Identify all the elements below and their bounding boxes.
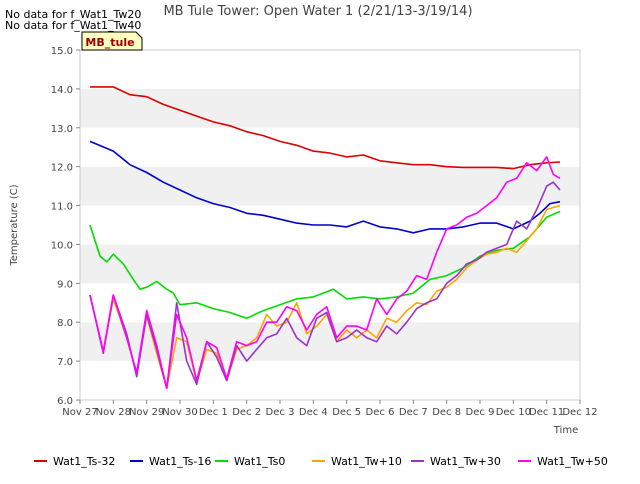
y-tick-label: 13.0	[51, 124, 73, 135]
x-tick-label: Dec 12	[562, 407, 597, 418]
x-tick-label: Dec 4	[299, 407, 328, 418]
series-line-wat1-ts-16	[89, 140, 561, 234]
legend-label: Wat1_Ts0	[234, 455, 285, 468]
chart-title: MB Tule Tower: Open Water 1 (2/21/13-3/1…	[163, 4, 472, 19]
plot-area	[79, 49, 581, 401]
x-tick-label: Dec 9	[466, 407, 495, 418]
y-tick-label: 14.0	[51, 85, 73, 96]
x-tick-label: Dec 2	[232, 407, 261, 418]
y-tick-label: 7.0	[57, 357, 73, 368]
y-tick-label: 15.0	[51, 46, 73, 57]
x-axis-label: Time	[553, 425, 578, 436]
legend: Wat1_Ts-32 Wat1_Ts-16 Wat1_Ts0 Wat1_Tw+10 Wa…	[34, 455, 608, 468]
no-data-note-2: No data for f_Wat1_Tw40	[5, 19, 141, 32]
x-tick-label: Dec 3	[266, 407, 295, 418]
y-tick-label: 12.0	[51, 163, 73, 174]
x-tick-label: Nov 27	[62, 407, 97, 418]
x-tick-label: Dec 10	[496, 407, 531, 418]
no-data-note-1: No data for f_Wat1_Tw20	[5, 8, 141, 21]
x-tick-label: Dec 7	[399, 407, 428, 418]
grid-band	[80, 361, 580, 400]
grid-band	[80, 50, 580, 89]
x-tick-label: Dec 8	[432, 407, 461, 418]
series-line-wat1-ts-32	[90, 86, 561, 170]
legend-label: Wat1_Tw+10	[331, 455, 402, 468]
y-axis-label: Temperature (C)	[9, 184, 20, 266]
site-badge-label: MB_tule	[85, 36, 134, 49]
x-tick-label: Dec 1	[199, 407, 228, 418]
series-line-wat1-tw-30	[89, 181, 561, 390]
legend-label: Wat1_Ts-16	[149, 455, 211, 468]
legend-label: Wat1_Ts-32	[53, 455, 115, 468]
site-badge: MB_tule	[81, 31, 143, 51]
y-tick-label: 8.0	[57, 318, 73, 329]
x-tick-label: Nov 30	[162, 407, 197, 418]
y-tick-label: 9.0	[57, 279, 73, 290]
x-tick-label: Dec 11	[529, 407, 564, 418]
grid-band	[80, 244, 580, 284]
series-line-wat1-tw-50	[89, 156, 561, 390]
y-tick-label: 6.0	[57, 396, 73, 407]
x-tick-label: Dec 6	[366, 407, 395, 418]
y-tick-label: 10.0	[51, 240, 73, 251]
grid-band	[80, 322, 580, 362]
legend-label: Wat1_Tw+30	[430, 455, 501, 468]
grid-band	[80, 127, 580, 167]
legend-label: Wat1_Tw+50	[537, 455, 608, 468]
x-tick-label: Nov 29	[129, 407, 164, 418]
y-tick-label: 11.0	[51, 202, 73, 213]
grid-band	[80, 166, 580, 206]
x-tick-label: Dec 5	[332, 407, 361, 418]
grid-band	[80, 88, 580, 128]
x-tick-label: Nov 28	[96, 407, 131, 418]
